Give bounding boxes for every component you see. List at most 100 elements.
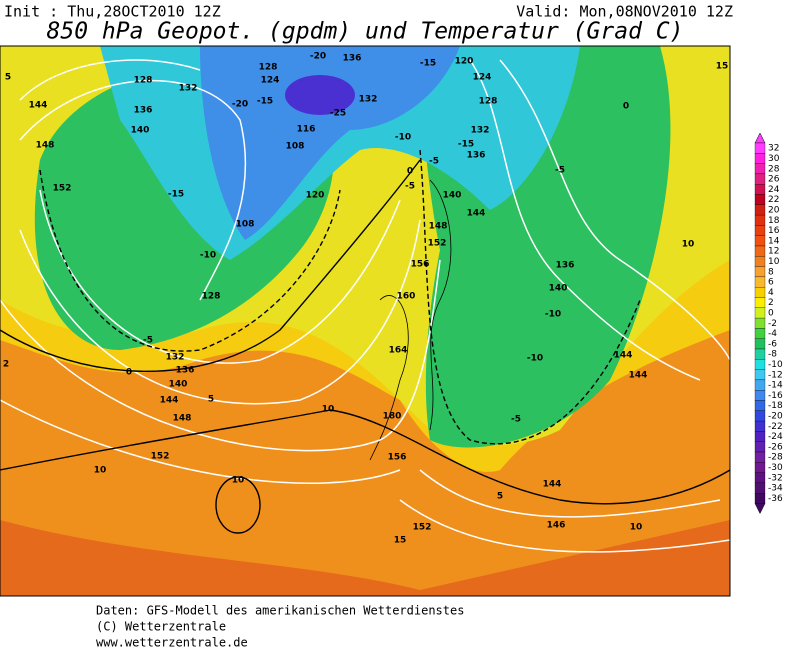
legend-label: -10 [768, 360, 783, 370]
contour-label: -15 [458, 140, 474, 150]
legend-swatch [754, 472, 766, 484]
legend-swatch [754, 266, 766, 278]
contour-label: 132 [359, 95, 378, 105]
legend-arrow [754, 503, 766, 515]
temperature-contours [0, 159, 730, 534]
legend-swatch [754, 245, 766, 257]
footer-line: www.wetterzentrale.de [96, 636, 248, 648]
legend-swatch [754, 369, 766, 381]
contour-label: 116 [297, 125, 316, 135]
legend-swatch [754, 235, 766, 247]
legend-swatch [754, 307, 766, 319]
legend-swatch [754, 451, 766, 463]
legend-swatch [754, 214, 766, 226]
legend-label: 18 [768, 216, 780, 226]
legend-label: 4 [768, 288, 774, 298]
contour-label: 156 [411, 260, 430, 270]
legend-label: -20 [768, 411, 783, 421]
map [0, 46, 730, 596]
footer-line: (C) Wetterzentrale [96, 620, 226, 634]
contour-label: -20 [232, 100, 248, 110]
contour-label: 124 [473, 73, 492, 83]
valid-time: Valid: Mon,08NOV2010 12Z [516, 3, 733, 21]
legend-swatch [754, 482, 766, 494]
legend-swatch [754, 225, 766, 236]
contour-label: -10 [527, 354, 543, 364]
contour-label: 108 [236, 220, 255, 230]
contour-label: 5 [497, 492, 503, 502]
contour-label: 148 [173, 414, 192, 424]
legend-label: 32 [768, 144, 779, 154]
legend-swatch [754, 338, 766, 350]
contour-label: 160 [397, 292, 416, 302]
contour-label: 136 [176, 366, 195, 376]
init-time: Init : Thu,28OCT2010 12Z [4, 3, 221, 21]
contour-label: -5 [405, 182, 415, 192]
legend-label: 24 [768, 185, 780, 195]
contour-label: 10 [232, 476, 245, 486]
contour-label: 128 [259, 63, 278, 73]
contour-label: 128 [202, 292, 221, 302]
legend-label: -14 [768, 381, 783, 391]
contour-label: 132 [179, 84, 198, 94]
contour-label: 136 [134, 106, 153, 116]
legend-label: -28 [768, 453, 783, 463]
legend-label: -24 [768, 432, 783, 442]
contour-label: -15 [257, 97, 273, 107]
contour-label: 5 [208, 395, 214, 405]
legend-label: 22 [768, 195, 779, 205]
legend-label: 6 [768, 278, 774, 288]
legend-swatch [754, 359, 766, 370]
contour-label: 15 [716, 62, 729, 72]
legend-swatch [754, 390, 766, 401]
legend-label: 8 [768, 267, 774, 277]
contour-label: 140 [443, 191, 462, 201]
contour-label: 144 [629, 371, 648, 381]
legend-swatch [754, 276, 766, 288]
contour-label: 144 [467, 209, 486, 219]
legend-label: 20 [768, 205, 780, 215]
legend-label: 30 [768, 154, 780, 164]
contour-label: 0 [126, 368, 132, 378]
contour-label: 148 [429, 222, 448, 232]
legend-swatch [754, 256, 766, 267]
contour-label: 156 [388, 453, 407, 463]
legend-label: -2 [768, 319, 777, 329]
contour-label: -10 [545, 310, 561, 320]
contour-label: 128 [479, 97, 498, 107]
legend-label: 0 [768, 308, 774, 318]
contour-label: -15 [168, 190, 184, 200]
contour-label: 132 [471, 126, 490, 136]
contour-label: -5 [143, 336, 153, 346]
map-frame [0, 45, 731, 597]
legend-arrow [754, 132, 766, 144]
contour-label: 5 [5, 73, 11, 83]
legend-swatch [754, 163, 766, 175]
contour-label: 164 [389, 346, 408, 356]
contour-label: 148 [36, 141, 55, 151]
legend-label: 10 [768, 257, 780, 267]
legend-label: -22 [768, 422, 783, 432]
contour-label: 132 [166, 353, 185, 363]
contour-label: 10 [94, 466, 107, 476]
contour-label: 152 [53, 184, 72, 194]
contour-label: 2 [3, 360, 9, 370]
contour-label: 120 [455, 57, 474, 67]
legend-swatch [754, 420, 766, 432]
legend-label: 2 [768, 298, 774, 308]
contour-label: -10 [200, 251, 216, 261]
coastline [429, 179, 452, 431]
legend-label: -8 [768, 350, 777, 360]
legend-swatch [754, 400, 766, 411]
contour-label: -25 [330, 109, 346, 119]
legend-label: 28 [768, 164, 780, 174]
coldest-area [285, 75, 355, 115]
contour-label: 144 [160, 396, 179, 406]
legend-label: -36 [768, 494, 783, 504]
footer-line: Daten: GFS-Modell des amerikanischen Wet… [96, 604, 464, 618]
contour-label: -10 [395, 133, 411, 143]
legend-label: -16 [768, 391, 783, 401]
legend-swatch [754, 317, 766, 329]
contour-label: -5 [511, 415, 521, 425]
